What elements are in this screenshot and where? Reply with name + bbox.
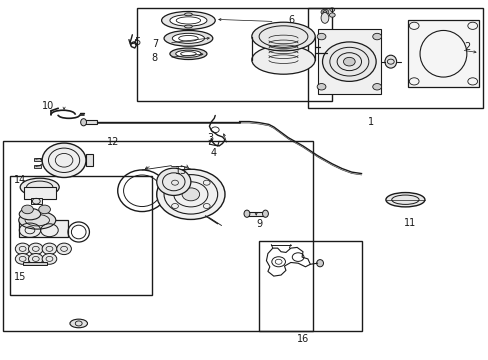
- Circle shape: [157, 169, 224, 220]
- Ellipse shape: [20, 178, 59, 196]
- Bar: [19, 220, 68, 237]
- Ellipse shape: [15, 253, 30, 264]
- Ellipse shape: [42, 253, 57, 264]
- Bar: [137, 8, 331, 101]
- Circle shape: [317, 33, 325, 40]
- Ellipse shape: [169, 15, 206, 26]
- Text: 8: 8: [152, 53, 158, 63]
- Text: 13: 13: [175, 166, 187, 176]
- Ellipse shape: [385, 193, 424, 207]
- Text: 14: 14: [14, 175, 26, 185]
- Text: 15: 15: [14, 272, 27, 282]
- Ellipse shape: [163, 31, 212, 46]
- Ellipse shape: [57, 243, 71, 255]
- Ellipse shape: [42, 143, 86, 177]
- Text: 1: 1: [367, 117, 374, 127]
- Circle shape: [182, 188, 199, 201]
- Circle shape: [321, 9, 328, 15]
- Bar: [83, 121, 97, 124]
- Text: 11: 11: [404, 218, 416, 228]
- Bar: [34, 158, 41, 161]
- Ellipse shape: [316, 260, 323, 267]
- Bar: [10, 176, 152, 295]
- Circle shape: [322, 42, 375, 81]
- Text: 9: 9: [256, 220, 262, 229]
- Circle shape: [372, 33, 381, 40]
- Ellipse shape: [321, 13, 328, 23]
- Bar: [246, 212, 265, 216]
- Circle shape: [372, 84, 381, 90]
- Ellipse shape: [42, 243, 57, 255]
- Ellipse shape: [251, 45, 315, 74]
- Ellipse shape: [157, 168, 190, 195]
- Ellipse shape: [161, 12, 215, 30]
- Ellipse shape: [244, 210, 249, 217]
- Ellipse shape: [28, 253, 43, 264]
- Ellipse shape: [39, 205, 50, 214]
- Bar: [259, 241, 361, 330]
- Circle shape: [329, 13, 334, 17]
- Bar: [3, 140, 312, 330]
- Ellipse shape: [175, 50, 201, 57]
- Ellipse shape: [70, 319, 87, 328]
- Text: 2: 2: [463, 42, 469, 52]
- Bar: [22, 262, 47, 265]
- Text: 5: 5: [134, 37, 140, 46]
- Ellipse shape: [169, 48, 206, 59]
- Bar: [24, 187, 56, 199]
- Ellipse shape: [384, 55, 396, 68]
- Bar: [31, 198, 41, 204]
- Ellipse shape: [184, 25, 192, 28]
- Bar: [307, 8, 483, 108]
- Ellipse shape: [15, 243, 30, 255]
- Text: 6: 6: [288, 15, 294, 26]
- Text: 12: 12: [106, 137, 119, 147]
- Ellipse shape: [19, 211, 56, 229]
- Bar: [317, 30, 380, 94]
- Ellipse shape: [251, 22, 315, 51]
- Text: 4: 4: [210, 148, 216, 158]
- Ellipse shape: [262, 210, 268, 217]
- Ellipse shape: [184, 13, 192, 16]
- Circle shape: [317, 84, 325, 90]
- Bar: [86, 154, 93, 166]
- Bar: [34, 165, 41, 168]
- Text: 10: 10: [42, 102, 54, 112]
- Text: 16: 16: [296, 334, 308, 344]
- Text: 3: 3: [207, 133, 213, 143]
- Ellipse shape: [172, 33, 204, 43]
- Circle shape: [343, 57, 354, 66]
- Text: 7: 7: [152, 39, 158, 49]
- Ellipse shape: [21, 205, 33, 214]
- Bar: [407, 21, 478, 87]
- Ellipse shape: [19, 208, 41, 220]
- Ellipse shape: [28, 243, 43, 255]
- Ellipse shape: [81, 119, 86, 126]
